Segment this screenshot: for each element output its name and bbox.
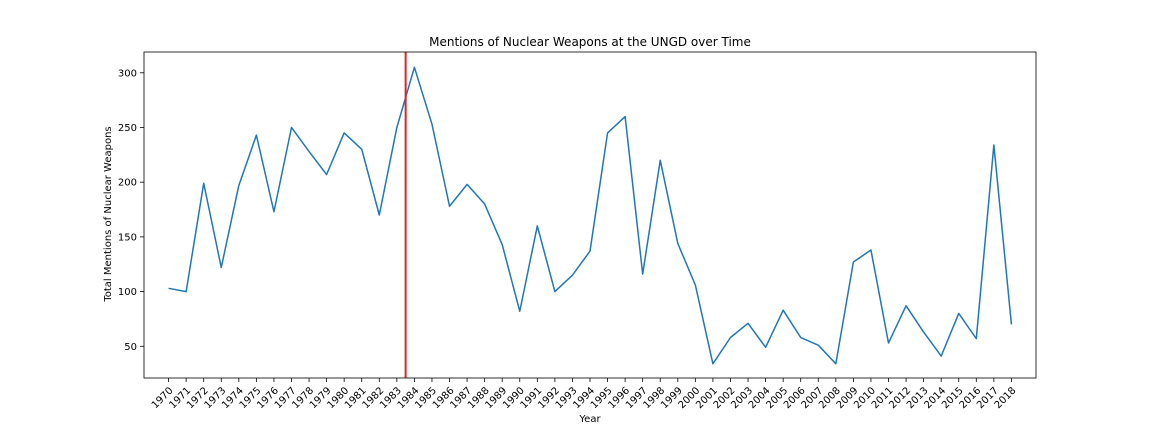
y-tick-label: 200 bbox=[118, 178, 137, 189]
x-axis-label: Year bbox=[578, 414, 601, 425]
y-tick-label: 300 bbox=[118, 68, 137, 79]
y-tick-label: 150 bbox=[118, 232, 137, 243]
y-tick-label: 100 bbox=[118, 287, 137, 298]
y-tick-label: 50 bbox=[124, 342, 137, 353]
y-tick-label: 250 bbox=[118, 123, 137, 134]
chart-title: Mentions of Nuclear Weapons at the UNGD … bbox=[429, 35, 751, 49]
plot-area: 5010015020025030019701971197219731974197… bbox=[118, 51, 1037, 411]
y-axis-label: Total Mentions of Nuclear Weapons bbox=[103, 126, 114, 302]
plot-frame bbox=[143, 51, 1037, 379]
series-line bbox=[168, 66, 1013, 365]
